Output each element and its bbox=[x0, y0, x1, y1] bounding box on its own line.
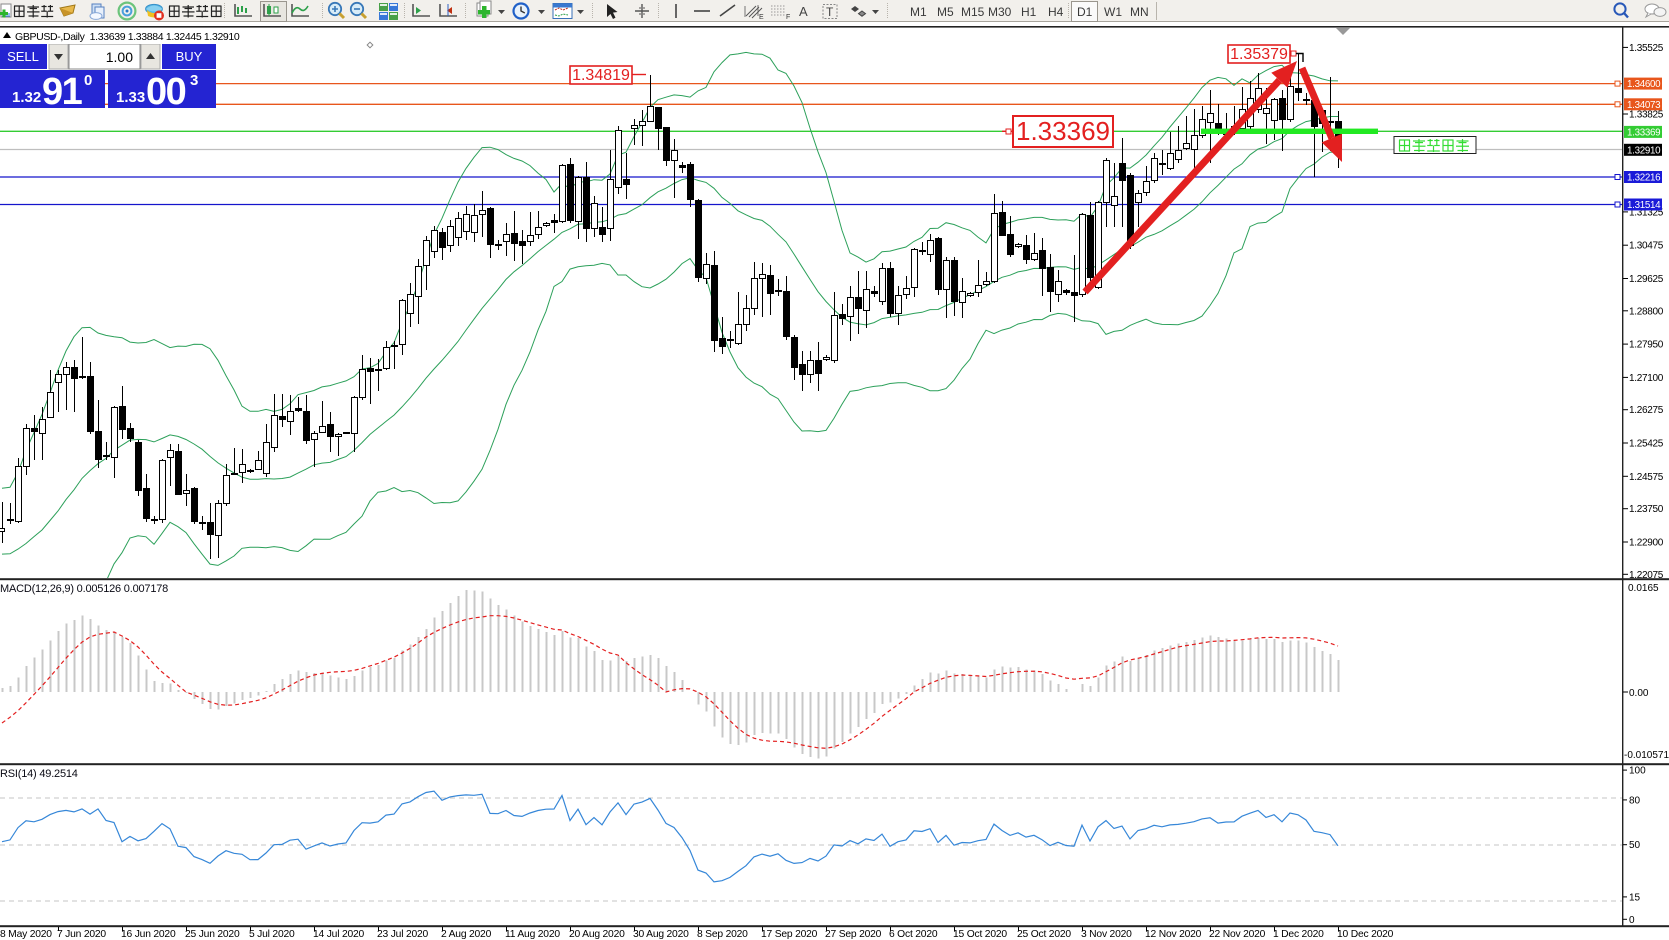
svg-text:F: F bbox=[786, 14, 790, 21]
svg-text:1.31325: 1.31325 bbox=[1629, 207, 1664, 218]
svg-text:SELL: SELL bbox=[7, 49, 39, 64]
svg-text:12 Nov 2020: 12 Nov 2020 bbox=[1145, 929, 1202, 940]
svg-text:1.33: 1.33 bbox=[116, 89, 145, 106]
svg-text:1.32216: 1.32216 bbox=[1627, 173, 1661, 184]
svg-text:3 Nov 2020: 3 Nov 2020 bbox=[1081, 929, 1132, 940]
svg-text:7 Jun 2020: 7 Jun 2020 bbox=[57, 929, 106, 940]
svg-text:17 Sep 2020: 17 Sep 2020 bbox=[761, 929, 818, 940]
svg-text:11 Aug 2020: 11 Aug 2020 bbox=[505, 929, 560, 940]
svg-text:8 Sep 2020: 8 Sep 2020 bbox=[697, 929, 748, 940]
svg-text:5 Jul 2020: 5 Jul 2020 bbox=[249, 929, 295, 940]
svg-text:50: 50 bbox=[1629, 840, 1641, 851]
svg-text:0.0165: 0.0165 bbox=[1628, 583, 1659, 594]
svg-text:1.22900: 1.22900 bbox=[1629, 538, 1664, 549]
svg-text:80: 80 bbox=[1629, 795, 1641, 806]
svg-text:3: 3 bbox=[190, 72, 198, 89]
svg-text:0: 0 bbox=[84, 72, 92, 89]
svg-text:1.34819: 1.34819 bbox=[572, 67, 630, 84]
svg-text:1.35379: 1.35379 bbox=[1230, 46, 1288, 63]
svg-text:1.22075: 1.22075 bbox=[1629, 570, 1664, 581]
svg-text:D1: D1 bbox=[1077, 5, 1093, 19]
svg-text:1.31514: 1.31514 bbox=[1627, 200, 1661, 211]
svg-text:1.28800: 1.28800 bbox=[1629, 306, 1664, 317]
svg-text:22 Nov 2020: 22 Nov 2020 bbox=[1209, 929, 1266, 940]
svg-text:1.24575: 1.24575 bbox=[1629, 472, 1664, 483]
svg-text:1.32910: 1.32910 bbox=[1627, 145, 1661, 156]
svg-text:1.27100: 1.27100 bbox=[1629, 373, 1664, 384]
svg-text:15 Oct 2020: 15 Oct 2020 bbox=[953, 929, 1007, 940]
svg-text:A: A bbox=[799, 4, 808, 19]
svg-text:1.25425: 1.25425 bbox=[1629, 439, 1664, 450]
svg-text:1.32: 1.32 bbox=[12, 89, 41, 106]
svg-text:1.33369: 1.33369 bbox=[1016, 116, 1110, 146]
svg-text:25 Oct 2020: 25 Oct 2020 bbox=[1017, 929, 1071, 940]
svg-text:8 May 2020: 8 May 2020 bbox=[0, 929, 52, 940]
svg-text:M30: M30 bbox=[988, 5, 1012, 19]
svg-text:W1: W1 bbox=[1104, 5, 1122, 19]
svg-text:10 Dec 2020: 10 Dec 2020 bbox=[1337, 929, 1394, 940]
svg-text:23 Jul 2020: 23 Jul 2020 bbox=[377, 929, 429, 940]
svg-text:00: 00 bbox=[146, 71, 186, 108]
svg-text:14 Jul 2020: 14 Jul 2020 bbox=[313, 929, 365, 940]
svg-text:0.00: 0.00 bbox=[1629, 688, 1649, 699]
svg-text:1.33825: 1.33825 bbox=[1629, 110, 1664, 121]
svg-text:25 Jun 2020: 25 Jun 2020 bbox=[185, 929, 240, 940]
svg-text:MN: MN bbox=[1130, 5, 1149, 19]
svg-text:1.34600: 1.34600 bbox=[1627, 79, 1661, 90]
svg-text:20 Aug 2020: 20 Aug 2020 bbox=[569, 929, 625, 940]
svg-text:1.23750: 1.23750 bbox=[1629, 504, 1664, 515]
svg-text:27 Sep 2020: 27 Sep 2020 bbox=[825, 929, 882, 940]
svg-text:0: 0 bbox=[1629, 915, 1635, 926]
svg-text:1.26275: 1.26275 bbox=[1629, 405, 1664, 416]
svg-text:100: 100 bbox=[1629, 766, 1646, 777]
svg-text:M15: M15 bbox=[961, 5, 985, 19]
svg-text:30 Aug 2020: 30 Aug 2020 bbox=[633, 929, 689, 940]
svg-text:1.27950: 1.27950 bbox=[1629, 340, 1664, 351]
svg-text:91: 91 bbox=[42, 71, 83, 108]
svg-text:16 Jun 2020: 16 Jun 2020 bbox=[121, 929, 176, 940]
svg-text:T: T bbox=[826, 5, 834, 19]
svg-text:6 Oct 2020: 6 Oct 2020 bbox=[889, 929, 938, 940]
svg-text:M5: M5 bbox=[937, 5, 954, 19]
svg-text:15: 15 bbox=[1629, 892, 1641, 903]
svg-text:GBPUSD-,Daily 1.33639 1.33884: GBPUSD-,Daily 1.33639 1.33884 1.32445 1.… bbox=[15, 31, 240, 43]
svg-text:1.00: 1.00 bbox=[106, 49, 133, 65]
svg-text:H1: H1 bbox=[1021, 5, 1037, 19]
svg-text:E: E bbox=[759, 14, 764, 21]
svg-text:BUY: BUY bbox=[176, 49, 203, 64]
svg-text:1.34073: 1.34073 bbox=[1627, 100, 1661, 111]
svg-text:M1: M1 bbox=[910, 5, 927, 19]
svg-text:2 Aug 2020: 2 Aug 2020 bbox=[441, 929, 492, 940]
svg-text:1 Dec 2020: 1 Dec 2020 bbox=[1273, 929, 1324, 940]
svg-text:1.29625: 1.29625 bbox=[1629, 274, 1664, 285]
svg-text:1.35525: 1.35525 bbox=[1629, 43, 1664, 54]
svg-text:MACD(12,26,9) 0.005126 0.00717: MACD(12,26,9) 0.005126 0.007178 bbox=[0, 583, 168, 595]
svg-text:H4: H4 bbox=[1048, 5, 1064, 19]
svg-text:1.33369: 1.33369 bbox=[1627, 127, 1660, 138]
svg-text:1.30475: 1.30475 bbox=[1629, 241, 1664, 252]
svg-text:-0.010571: -0.010571 bbox=[1624, 750, 1669, 761]
svg-text:RSI(14) 49.2514: RSI(14) 49.2514 bbox=[0, 768, 78, 780]
